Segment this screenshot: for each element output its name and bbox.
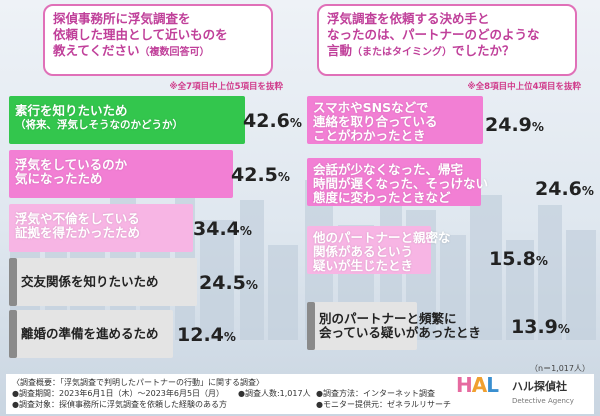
right-item-3-line2: 関係があるという [313, 244, 414, 259]
left-item-4-label: 交友関係を知りたいため [21, 274, 159, 289]
left-item-3-value: 34.4% [193, 218, 252, 240]
right-bar-4-accent [307, 302, 315, 350]
survey-footer: 〈調査概要：「浮気調査で判明したパートナーの行動」に関する調査〉 ●調査期間：2… [6, 374, 594, 414]
left-item-5-value: 12.4% [177, 324, 236, 346]
left-question-line3: 教えてください [53, 43, 140, 58]
right-item-4-line2: 会っている疑いがあったとき [319, 325, 481, 340]
left-item-1-line2: （将来、浮気しそうなのかどうか） [15, 119, 183, 131]
left-question-panel: 探偵事務所に浮気調査を 依頼した理由として近いものを 教えてください（複数回答可… [3, 2, 302, 358]
left-item-2-line1: 浮気をしているのか [15, 157, 128, 172]
right-item-3-line3: 疑いが生じたとき [313, 258, 414, 273]
right-question-line2: なったのは、パートナーのどのような [327, 27, 540, 42]
left-item-2-line2: 気になったため [15, 171, 103, 186]
hal-logo-en: Detective Agency [512, 397, 574, 405]
right-question-note: （またはタイミング） [352, 47, 453, 58]
right-item-3-label: 他のパートナーと親密な 関係があるという 疑いが生じたとき [313, 231, 451, 273]
left-bar-4-accent [9, 258, 17, 306]
left-bar-1 [9, 96, 245, 144]
sample-size: （n＝1,017人） [530, 364, 590, 373]
left-item-2-label: 浮気をしているのか 気になったため [15, 158, 127, 186]
right-item-2-label: 会話が少なくなった、帰宅 時間が遅くなった、そっけない 態度に変わったときなど [313, 163, 488, 205]
right-item-4-label: 別のパートナーと頻繁に 会っている疑いがあったとき [319, 312, 481, 340]
left-item-1-line1: 素行を知りたいため [15, 103, 128, 118]
hal-logo-name: ハル探偵社 [512, 380, 567, 393]
right-question-line3: 言動 [327, 43, 353, 58]
left-bar-3 [9, 204, 193, 252]
right-item-2-value: 24.6% [535, 178, 594, 200]
right-item-4-line1: 別のパートナーと頻繁に [319, 311, 457, 326]
left-item-4-value: 24.5% [199, 272, 258, 294]
right-item-3-value: 15.8% [489, 248, 548, 270]
right-bar-3 [307, 226, 431, 274]
footer-line3: ●調査対象：探偵事務所に浮気調査を依頼した経験のある方 [12, 400, 227, 409]
right-item-3-line1: 他のパートナーと親密な [313, 230, 451, 245]
left-bar-5-accent [9, 310, 17, 358]
left-bar-2 [9, 150, 233, 198]
left-item-3-line1: 浮気や不倫をしている [15, 211, 140, 226]
left-item-3-line2: 証拠を得たかったため [15, 225, 141, 240]
footer-people: ●調査人数:1,017人 [238, 389, 311, 398]
right-question-line1: 浮気調査を依頼する決め手と [327, 11, 490, 26]
hal-logo: HAL ハル探偵社 Detective Agency [456, 373, 586, 410]
left-question-line1: 探偵事務所に浮気調査を [53, 11, 191, 26]
right-item-1-label: スマホやSNSなどで 連絡を取り合っている ことがわかったとき [313, 101, 437, 143]
right-bar-4 [307, 302, 417, 350]
left-question-box: 探偵事務所に浮気調査を 依頼した理由として近いものを 教えてください（複数回答可… [43, 4, 273, 76]
right-item-1-line2: 連絡を取り合っている [313, 114, 438, 129]
right-question-panel: 浮気調査を依頼する決め手と なったのは、パートナーのどのような 言動（またはタイ… [301, 2, 597, 358]
right-item-1-value: 24.9% [485, 114, 544, 136]
left-bar-4 [9, 258, 197, 306]
left-question-note: （複数回答可） [139, 47, 210, 58]
right-item-1-line3: ことがわかったとき [313, 128, 426, 143]
footer-monitor: ●モニター提供元：ゼネラルリサーチ [316, 400, 451, 409]
left-item-1-label: 素行を知りたいため （将来、浮気しそうなのかどうか） [15, 104, 183, 132]
right-question-box: 浮気調査を依頼する決め手と なったのは、パートナーのどのような 言動（またはタイ… [317, 4, 577, 76]
left-bar-5 [9, 310, 173, 358]
right-subnote: ※全8項目中上位4項目を抜粋 [467, 82, 581, 92]
right-item-4-value: 13.9% [511, 316, 570, 338]
left-item-1-value: 42.6% [243, 110, 302, 132]
right-item-2-line2: 時間が遅くなった、そっけない [313, 176, 489, 191]
right-item-2-line1: 会話が少なくなった、帰宅 [313, 162, 464, 177]
left-item-5-label: 離婚の準備を進めるため [21, 326, 159, 341]
footer-line1: 〈調査概要：「浮気調査で判明したパートナーの行動」に関する調査〉 [12, 378, 264, 387]
right-bar-1 [307, 96, 483, 144]
right-item-2-line3: 態度に変わったときなど [313, 190, 451, 205]
left-item-2-value: 42.5% [231, 164, 290, 186]
left-subnote: ※全7項目中上位5項目を抜粋 [169, 82, 283, 92]
left-question-line2: 依頼した理由として近いものを [53, 27, 228, 42]
footer-line2: ●調査期間：2023年6月1日（木）～2023年6月5日（月） [12, 389, 225, 398]
right-bar-2 [307, 158, 481, 206]
footer-method: ●調査方法：インターネット調査 [316, 389, 435, 398]
right-item-1-line1: スマホやSNSなどで [313, 100, 429, 115]
hal-logo-mark: HAL [456, 373, 499, 397]
left-item-3-label: 浮気や不倫をしている 証拠を得たかったため [15, 212, 140, 240]
right-question-tail: でしたか？ [452, 43, 515, 58]
